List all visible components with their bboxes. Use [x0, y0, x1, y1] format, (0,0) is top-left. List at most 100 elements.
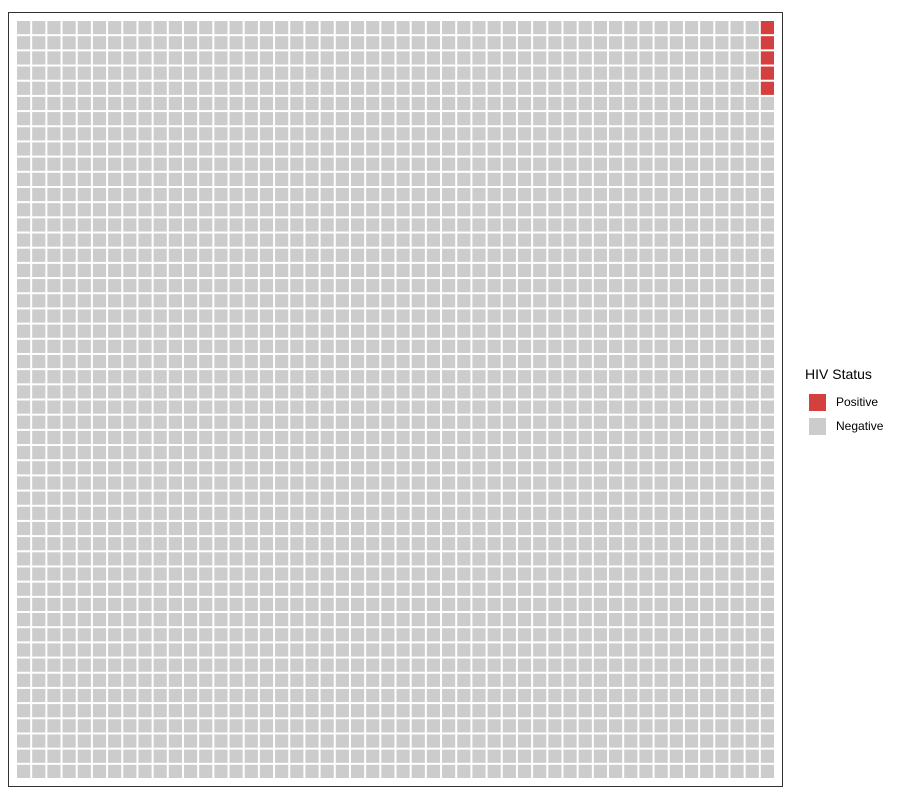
waffle-cell-negative [108, 127, 121, 140]
waffle-cell-negative [472, 492, 485, 505]
waffle-cell-negative [427, 21, 440, 34]
waffle-cell-negative [138, 325, 151, 338]
waffle-cell-negative [488, 294, 501, 307]
waffle-cell-negative [412, 112, 425, 125]
waffle-cell-negative [655, 188, 668, 201]
waffle-cell-negative [457, 370, 470, 383]
waffle-cell-negative [366, 173, 379, 186]
waffle-cell-negative [230, 67, 243, 80]
waffle-cell-negative [715, 218, 728, 231]
waffle-cell-negative [548, 416, 561, 429]
waffle-cell-negative [503, 325, 516, 338]
waffle-cell-negative [730, 704, 743, 717]
waffle-cell-negative [761, 628, 774, 641]
waffle-cell-negative [230, 659, 243, 672]
waffle-cell-negative [199, 203, 212, 216]
waffle-cell-negative [639, 188, 652, 201]
waffle-cell-negative [639, 704, 652, 717]
waffle-cell-negative [397, 476, 410, 489]
waffle-cell-negative [700, 385, 713, 398]
waffle-cell-negative [412, 173, 425, 186]
waffle-cell-negative [609, 249, 622, 262]
waffle-cell-negative [93, 476, 106, 489]
waffle-cell-negative [624, 385, 637, 398]
waffle-cell-negative [639, 264, 652, 277]
waffle-cell-negative [336, 370, 349, 383]
waffle-cell-negative [78, 294, 91, 307]
waffle-cell-negative [397, 67, 410, 80]
waffle-cell-negative [138, 51, 151, 64]
waffle-cell-negative [230, 674, 243, 687]
waffle-cell-negative [488, 36, 501, 49]
waffle-cell-negative [472, 51, 485, 64]
waffle-cell-negative [154, 522, 167, 535]
legend-title: HIV Status [805, 364, 897, 384]
waffle-cell-negative [245, 340, 258, 353]
waffle-cell-negative [230, 51, 243, 64]
waffle-cell-negative [488, 370, 501, 383]
waffle-cell-negative [457, 340, 470, 353]
waffle-cell-negative [169, 446, 182, 459]
waffle-cell-negative [108, 249, 121, 262]
waffle-cell-negative [624, 522, 637, 535]
waffle-cell-negative [230, 431, 243, 444]
waffle-cell-negative [761, 249, 774, 262]
waffle-cell-negative [579, 370, 592, 383]
waffle-cell-negative [275, 36, 288, 49]
waffle-cell-negative [366, 567, 379, 580]
waffle-cell-negative [260, 583, 273, 596]
waffle-cell-negative [245, 127, 258, 140]
waffle-cell-negative [305, 234, 318, 247]
waffle-cell-negative [518, 355, 531, 368]
waffle-cell-negative [214, 416, 227, 429]
waffle-cell-negative [351, 416, 364, 429]
waffle-cell-negative [427, 279, 440, 292]
waffle-cell-negative [427, 628, 440, 641]
waffle-cell-negative [351, 188, 364, 201]
waffle-cell-negative [427, 719, 440, 732]
waffle-cell-negative [609, 173, 622, 186]
waffle-cell-negative [169, 628, 182, 641]
waffle-cell-negative [123, 492, 136, 505]
waffle-cell-negative [397, 522, 410, 535]
waffle-cell-negative [290, 294, 303, 307]
waffle-cell-negative [746, 704, 759, 717]
waffle-cell-negative [655, 643, 668, 656]
waffle-cell-negative [290, 36, 303, 49]
waffle-cell-negative [579, 750, 592, 763]
waffle-cell-negative [245, 431, 258, 444]
waffle-cell-negative [381, 492, 394, 505]
waffle-cell-negative [123, 355, 136, 368]
waffle-cell-negative [199, 628, 212, 641]
waffle-cell-negative [47, 522, 60, 535]
waffle-cell-negative [609, 583, 622, 596]
waffle-cell-negative [47, 97, 60, 110]
waffle-cell-negative [442, 765, 455, 778]
waffle-cell-negative [199, 36, 212, 49]
waffle-cell-negative [47, 82, 60, 95]
waffle-cell-negative [548, 765, 561, 778]
waffle-cell-negative [548, 552, 561, 565]
waffle-cell-negative [533, 476, 546, 489]
waffle-cell-negative [366, 340, 379, 353]
waffle-cell-negative [579, 674, 592, 687]
waffle-cell-negative [624, 446, 637, 459]
waffle-cell-negative [78, 492, 91, 505]
waffle-cell-negative [366, 628, 379, 641]
waffle-cell-negative [442, 583, 455, 596]
waffle-cell-negative [579, 51, 592, 64]
waffle-cell-negative [260, 67, 273, 80]
waffle-cell-negative [184, 750, 197, 763]
waffle-cell-negative [108, 583, 121, 596]
waffle-cell-negative [138, 340, 151, 353]
waffle-cell-negative [290, 613, 303, 626]
waffle-cell-negative [108, 643, 121, 656]
waffle-cell-negative [609, 325, 622, 338]
waffle-cell-negative [533, 416, 546, 429]
waffle-cell-negative [412, 142, 425, 155]
waffle-cell-negative [32, 643, 45, 656]
waffle-cell-negative [78, 21, 91, 34]
waffle-cell-negative [579, 613, 592, 626]
waffle-cell-negative [624, 309, 637, 322]
waffle-cell-negative [32, 583, 45, 596]
